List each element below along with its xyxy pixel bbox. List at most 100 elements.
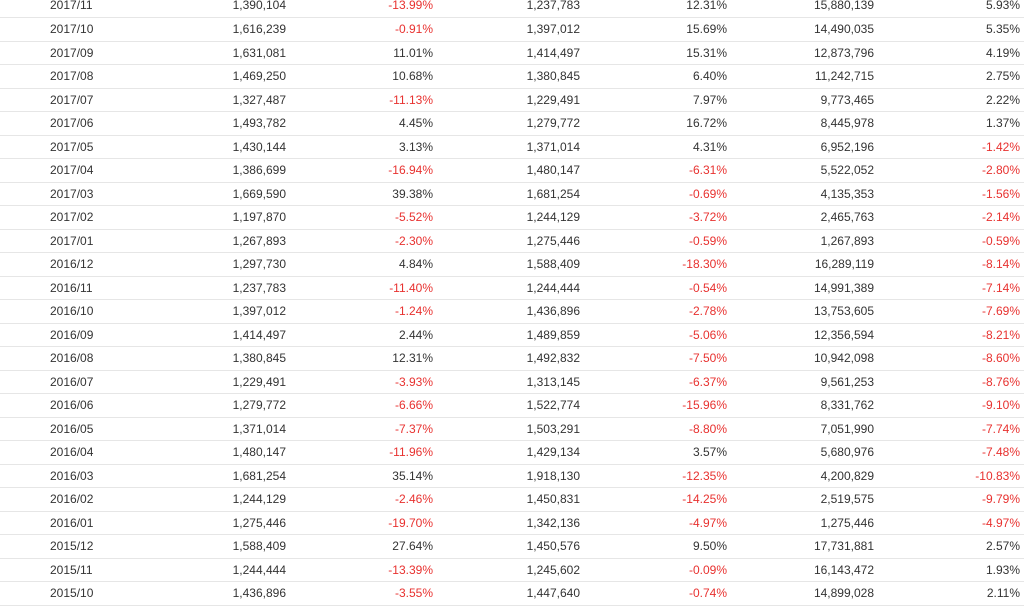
cumulative-percent-cell: 1.37%: [878, 111, 1024, 136]
table-row: 2015/10 1,436,896 -3.55% 1,447,640 -0.74% 14,…: [0, 581, 1024, 606]
table-row: 2017/07 1,327,487 -11.13% 1,229,491 7.97% 9,7…: [0, 88, 1024, 112]
percent-cell: -15.96%: [584, 393, 731, 418]
month-cell: 2017/07: [0, 88, 110, 112]
value-cell: 1,414,497: [110, 323, 290, 347]
percent-cell: -3.55%: [290, 581, 437, 606]
cumulative-value-cell: 9,561,253: [731, 370, 878, 394]
cumulative-percent-cell: -9.10%: [878, 393, 1024, 418]
cumulative-percent-cell: 5.93%: [878, 0, 1024, 18]
table-row: 2016/08 1,380,845 12.31% 1,492,832 -7.50% 10,…: [0, 346, 1024, 371]
percent-cell: 27.64%: [290, 534, 437, 559]
month-cell: 2016/09: [0, 323, 110, 347]
cumulative-percent-cell: -2.80%: [878, 158, 1024, 183]
value-cell: 1,267,893: [110, 229, 290, 253]
value-cell: 1,327,487: [110, 88, 290, 112]
cumulative-value-cell: 6,952,196: [731, 135, 878, 159]
table-row: 2016/06 1,279,772 -6.66% 1,522,774 -15.96% 8,…: [0, 393, 1024, 418]
cumulative-value-cell: 15,880,139: [731, 0, 878, 18]
value-cell: 1,480,147: [110, 440, 290, 465]
value-cell: 1,492,832: [437, 346, 584, 371]
value-cell: 1,489,859: [437, 323, 584, 347]
value-cell: 1,414,497: [437, 41, 584, 65]
value-cell: 1,244,444: [437, 276, 584, 300]
value-cell: 1,386,699: [110, 158, 290, 183]
table-row: 2017/01 1,267,893 -2.30% 1,275,446 -0.59% 1,2…: [0, 229, 1024, 253]
value-cell: 1,275,446: [437, 229, 584, 253]
value-cell: 1,244,444: [110, 558, 290, 582]
month-cell: 2016/05: [0, 417, 110, 441]
month-cell: 2016/08: [0, 346, 110, 371]
table-row: 2017/06 1,493,782 4.45% 1,279,772 16.72% 8,44…: [0, 111, 1024, 136]
percent-cell: 12.31%: [290, 346, 437, 371]
value-cell: 1,279,772: [110, 393, 290, 418]
month-cell: 2017/09: [0, 41, 110, 65]
month-cell: 2017/02: [0, 205, 110, 230]
percent-cell: -0.59%: [584, 229, 731, 253]
value-cell: 1,450,576: [437, 534, 584, 559]
percent-cell: -0.91%: [290, 17, 437, 42]
value-cell: 1,342,136: [437, 511, 584, 535]
value-cell: 1,313,145: [437, 370, 584, 394]
table-row: 2017/10 1,616,239 -0.91% 1,397,012 15.69% 14,…: [0, 17, 1024, 42]
cumulative-value-cell: 2,465,763: [731, 205, 878, 230]
cumulative-value-cell: 8,445,978: [731, 111, 878, 136]
table-row: 2017/11 1,390,104 -13.99% 1,237,783 12.31% 15…: [0, 0, 1024, 18]
cumulative-value-cell: 4,200,829: [731, 464, 878, 488]
percent-cell: -13.99%: [290, 0, 437, 18]
cumulative-value-cell: 13,753,605: [731, 299, 878, 324]
percent-cell: -3.93%: [290, 370, 437, 394]
month-cell: 2016/06: [0, 393, 110, 418]
table-row: 2016/09 1,414,497 2.44% 1,489,859 -5.06% 12,3…: [0, 323, 1024, 347]
percent-cell: -2.30%: [290, 229, 437, 253]
cumulative-percent-cell: -1.56%: [878, 182, 1024, 206]
percent-cell: -6.66%: [290, 393, 437, 418]
percent-cell: -0.74%: [584, 581, 731, 606]
table-row: 2016/03 1,681,254 35.14% 1,918,130 -12.35% 4,…: [0, 464, 1024, 488]
cumulative-percent-cell: 2.75%: [878, 64, 1024, 89]
cumulative-percent-cell: 5.35%: [878, 17, 1024, 42]
month-cell: 2017/11: [0, 0, 110, 18]
cumulative-value-cell: 11,242,715: [731, 64, 878, 89]
percent-cell: -5.06%: [584, 323, 731, 347]
value-cell: 1,681,254: [437, 182, 584, 206]
value-cell: 1,450,831: [437, 487, 584, 512]
percent-cell: -16.94%: [290, 158, 437, 183]
cumulative-value-cell: 10,942,098: [731, 346, 878, 371]
cumulative-value-cell: 17,731,881: [731, 534, 878, 559]
month-cell: 2016/07: [0, 370, 110, 394]
table-row: 2017/03 1,669,590 39.38% 1,681,254 -0.69% 4,1…: [0, 182, 1024, 206]
month-cell: 2015/10: [0, 581, 110, 606]
value-cell: 1,447,640: [437, 581, 584, 606]
value-cell: 1,390,104: [110, 0, 290, 18]
percent-cell: 15.31%: [584, 41, 731, 65]
percent-cell: 3.57%: [584, 440, 731, 465]
cumulative-value-cell: 14,490,035: [731, 17, 878, 42]
month-cell: 2016/03: [0, 464, 110, 488]
cumulative-percent-cell: -10.83%: [878, 464, 1024, 488]
value-cell: 1,436,896: [437, 299, 584, 324]
value-cell: 1,503,291: [437, 417, 584, 441]
table-row: 2015/11 1,244,444 -13.39% 1,245,602 -0.09% 16…: [0, 558, 1024, 582]
percent-cell: -4.97%: [584, 511, 731, 535]
value-cell: 1,430,144: [110, 135, 290, 159]
table-row: 2016/02 1,244,129 -2.46% 1,450,831 -14.25% 2,…: [0, 487, 1024, 512]
cumulative-percent-cell: -8.76%: [878, 370, 1024, 394]
value-cell: 1,279,772: [437, 111, 584, 136]
cumulative-percent-cell: -7.48%: [878, 440, 1024, 465]
value-cell: 1,245,602: [437, 558, 584, 582]
value-cell: 1,244,129: [437, 205, 584, 230]
table-row: 2016/07 1,229,491 -3.93% 1,313,145 -6.37% 9,5…: [0, 370, 1024, 394]
percent-cell: 12.31%: [584, 0, 731, 18]
percent-cell: 39.38%: [290, 182, 437, 206]
value-cell: 1,681,254: [110, 464, 290, 488]
value-cell: 1,493,782: [110, 111, 290, 136]
cumulative-percent-cell: -7.74%: [878, 417, 1024, 441]
table-row: 2016/01 1,275,446 -19.70% 1,342,136 -4.97% 1,…: [0, 511, 1024, 535]
value-cell: 1,480,147: [437, 158, 584, 183]
cumulative-percent-cell: -8.60%: [878, 346, 1024, 371]
value-cell: 1,436,896: [110, 581, 290, 606]
month-cell: 2017/06: [0, 111, 110, 136]
cumulative-percent-cell: -7.14%: [878, 276, 1024, 300]
